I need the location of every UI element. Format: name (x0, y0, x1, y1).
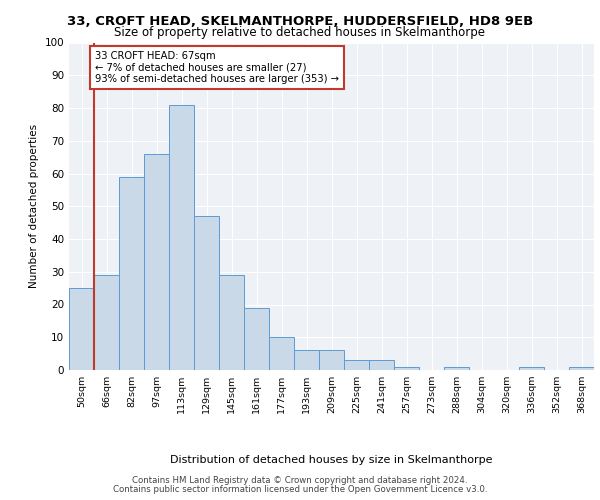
Bar (319, 350, 344, 370)
Text: 33, CROFT HEAD, SKELMANTHORPE, HUDDERSFIELD, HD8 9EB: 33, CROFT HEAD, SKELMANTHORPE, HUDDERSFI… (67, 15, 533, 28)
Bar (194, 216, 219, 370)
X-axis label: Distribution of detached houses by size in Skelmanthorpe: Distribution of detached houses by size … (170, 455, 493, 465)
Bar (219, 275, 244, 370)
Bar (294, 350, 319, 370)
Bar (94, 275, 119, 370)
Text: Size of property relative to detached houses in Skelmanthorpe: Size of property relative to detached ho… (115, 26, 485, 39)
Text: Contains public sector information licensed under the Open Government Licence v3: Contains public sector information licen… (113, 485, 487, 494)
Bar (244, 308, 269, 370)
Bar (569, 366, 594, 370)
Bar (169, 104, 194, 370)
Bar (344, 360, 369, 370)
Bar (519, 366, 544, 370)
Bar (69, 288, 94, 370)
Bar (269, 337, 294, 370)
Bar (444, 366, 469, 370)
Y-axis label: Number of detached properties: Number of detached properties (29, 124, 39, 288)
Bar (144, 154, 169, 370)
Text: 33 CROFT HEAD: 67sqm
← 7% of detached houses are smaller (27)
93% of semi-detach: 33 CROFT HEAD: 67sqm ← 7% of detached ho… (95, 50, 339, 84)
Bar (119, 177, 144, 370)
Bar (369, 360, 394, 370)
Text: Contains HM Land Registry data © Crown copyright and database right 2024.: Contains HM Land Registry data © Crown c… (132, 476, 468, 485)
Bar (394, 366, 419, 370)
